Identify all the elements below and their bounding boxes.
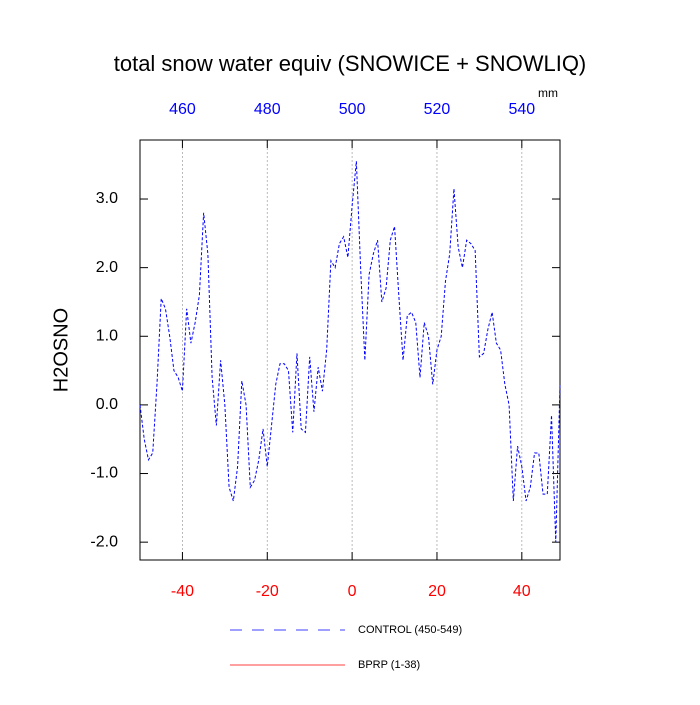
x2-tick-label: 520 (424, 101, 451, 118)
x-tick-label: -40 (171, 583, 194, 600)
y-tick-label: 3.0 (96, 190, 118, 207)
chart-title: total snow water equiv (SNOWICE + SNOWLI… (114, 51, 587, 76)
x2-tick-label: 480 (254, 101, 281, 118)
y-axis-label: H2OSNO (50, 308, 72, 392)
x-tick-label: 0 (348, 583, 357, 600)
x-tick-label: 40 (513, 583, 531, 600)
x2-tick-label: 460 (169, 101, 196, 118)
top-axis-units: mm (538, 86, 558, 100)
legend-label: CONTROL (450-549) (358, 624, 462, 636)
x2-tick-label: 500 (339, 101, 366, 118)
y-tick-label: 2.0 (96, 259, 118, 276)
legend-label: BPRP (1-38) (358, 659, 420, 671)
y-tick-label: -1.0 (90, 465, 118, 482)
y-tick-label: -2.0 (90, 533, 118, 550)
plot-frame (139, 139, 561, 561)
y-tick-label: 1.0 (96, 327, 118, 344)
y-tick-label: 0.0 (96, 396, 118, 413)
x2-tick-label: 540 (508, 101, 535, 118)
series-line (139, 161, 561, 543)
x-tick-label: 20 (428, 583, 446, 600)
x-tick-label: -20 (256, 583, 279, 600)
